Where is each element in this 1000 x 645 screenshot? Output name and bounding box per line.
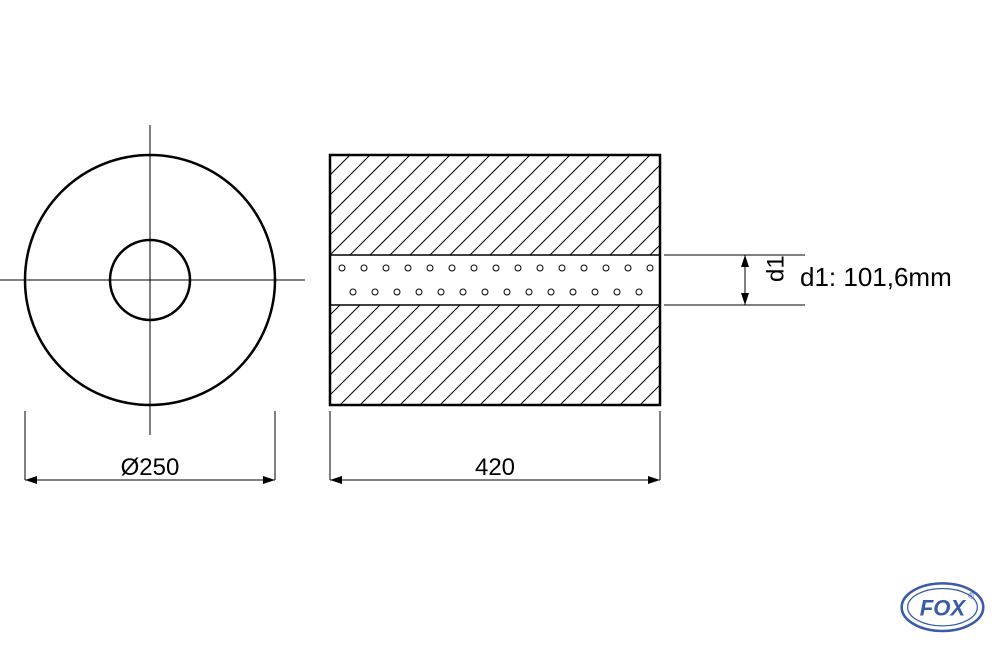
d1-specification-text: d1: 101,6mm <box>800 262 952 293</box>
side-section-view <box>80 155 1000 484</box>
dim-length-label: 420 <box>475 454 515 482</box>
front-view <box>0 125 305 484</box>
technical-drawing <box>0 0 1000 645</box>
svg-text:®: ® <box>968 591 975 601</box>
logo-text: FOX <box>920 596 967 621</box>
fox-logo: FOX ® <box>900 580 985 635</box>
dim-d1-label: d1 <box>762 255 790 282</box>
dim-diameter-label: Ø250 <box>121 454 180 482</box>
